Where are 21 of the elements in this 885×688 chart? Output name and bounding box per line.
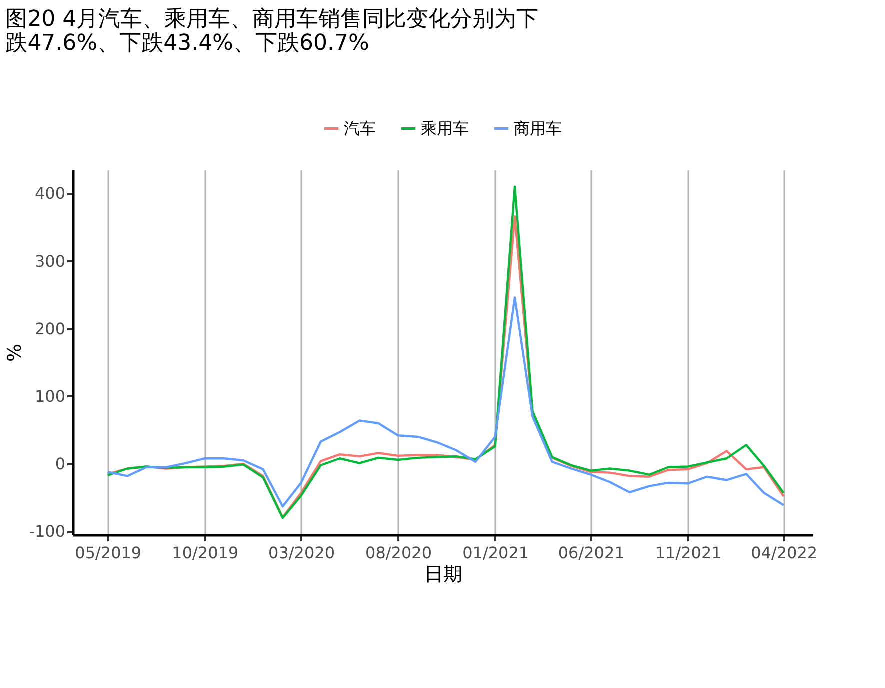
x-axis-title: 日期	[424, 564, 462, 586]
y-tick-label: 200	[34, 319, 66, 338]
x-tick-label: 06/2021	[558, 544, 625, 562]
y-tick-label: 400	[34, 184, 66, 204]
y-tick-label: -100	[29, 522, 66, 542]
legend-label: 乘用车	[421, 118, 469, 138]
line-series	[106, 296, 785, 508]
y-axis-title: %	[4, 344, 26, 362]
x-tick-label: 10/2019	[172, 544, 239, 562]
x-tick-label: 05/2019	[75, 544, 142, 562]
y-tick-label: 0	[55, 454, 66, 474]
x-tick-label: 08/2020	[366, 544, 432, 562]
chart-title: 图20 4月汽车、乘用车、商用车销售同比变化分别为下跌47.6%、下跌43.4%、下跌60.7%	[6, 7, 539, 56]
y-tick-label: 100	[34, 386, 66, 406]
legend-label: 汽车	[344, 118, 376, 138]
x-tick-label: 11/2021	[655, 544, 722, 562]
x-tick-label: 01/2021	[462, 544, 530, 562]
x-tick-label: 04/2022	[751, 544, 818, 562]
legend-label: 商用车	[514, 118, 562, 138]
x-tick-label: 03/2020	[268, 544, 336, 562]
y-tick-label: 300	[34, 252, 66, 271]
